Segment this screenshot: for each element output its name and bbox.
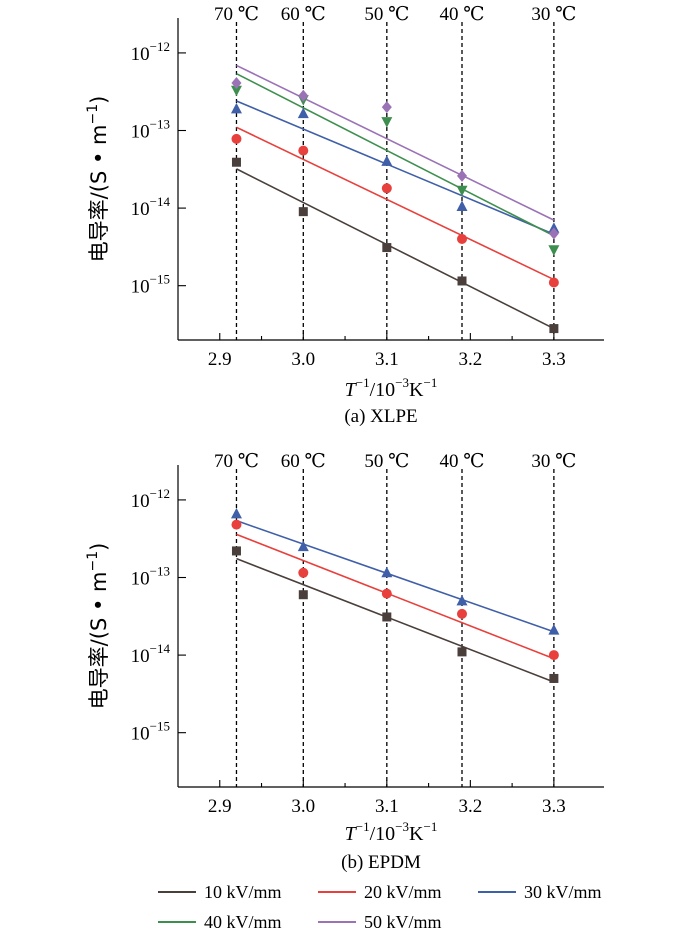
fit-line	[236, 168, 555, 330]
data-point	[456, 185, 468, 197]
fit-line	[236, 64, 555, 221]
panel-caption: (a) XLPE	[344, 406, 417, 427]
data-point	[548, 222, 560, 233]
data-point	[548, 277, 559, 288]
data-point	[381, 183, 392, 194]
data-point	[548, 227, 559, 240]
x-tick-label: 3.3	[542, 796, 566, 817]
temperature-label: 50 ℃	[364, 4, 409, 25]
legend: 10 kV/mm 20 kV/mm 30 kV/mm 40 kV/mm 50 kV/mm	[158, 882, 602, 932]
x-tick-label: 2.9	[208, 349, 232, 370]
temperature-label: 40 ℃	[439, 4, 484, 25]
data-point	[381, 588, 392, 599]
y-tick-label: 10−13	[131, 117, 170, 143]
data-point	[298, 567, 309, 578]
x-tick-label: 3.2	[458, 796, 482, 817]
data-point	[548, 245, 560, 256]
y-tick-label: 10−15	[131, 272, 170, 298]
data-point	[382, 612, 392, 622]
data-point	[457, 647, 467, 657]
temperature-label: 70 ℃	[214, 451, 259, 472]
x-tick-label: 3.0	[291, 349, 315, 370]
data-point	[230, 102, 242, 114]
fit-line	[236, 533, 555, 660]
data-point	[298, 207, 308, 217]
fit-line	[236, 72, 555, 237]
y-axis-label: 电导率/(S • m−1)	[85, 96, 111, 263]
data-point	[457, 276, 467, 286]
data-point	[456, 594, 468, 606]
chart-panel-xlpe: 2.9 3.0 3.1 3.2 3.3 10−12 10−13 10−14 10−15 70 ℃ 6…	[85, 4, 604, 427]
panel-caption: (b) EPDM	[341, 852, 421, 873]
data-point	[457, 169, 467, 182]
data-point	[231, 546, 241, 556]
x-tick-label: 3.0	[291, 796, 315, 817]
data-point	[231, 157, 241, 167]
data-point	[230, 507, 242, 519]
chart-panel-epdm: 2.9 3.0 3.1 3.2 3.3 10−12 10−13 10−14 10−15 70 ℃ 6…	[85, 451, 604, 873]
legend-label: 10 kV/mm	[204, 882, 282, 902]
temperature-label: 70 ℃	[214, 4, 259, 25]
data-point	[548, 650, 559, 661]
legend-label: 40 kV/mm	[204, 912, 282, 932]
legend-label: 30 kV/mm	[524, 882, 602, 902]
temperature-label: 60 ℃	[281, 4, 326, 25]
x-tick-label: 3.1	[375, 349, 399, 370]
fit-line	[236, 100, 555, 236]
y-tick-label: 10−13	[131, 564, 170, 590]
data-point	[230, 85, 242, 97]
data-point	[298, 145, 309, 156]
temperature-label: 30 ℃	[531, 4, 576, 25]
legend-label: 20 kV/mm	[364, 882, 442, 902]
fit-line	[236, 126, 555, 281]
fit-line	[236, 557, 555, 683]
data-point	[231, 519, 242, 530]
data-point	[381, 117, 393, 128]
data-point	[381, 101, 392, 114]
data-point	[231, 133, 242, 144]
temperature-label: 60 ℃	[281, 451, 326, 472]
y-tick-label: 10−14	[131, 194, 171, 220]
data-point	[381, 155, 393, 166]
x-tick-label: 3.1	[375, 796, 399, 817]
data-point	[298, 590, 308, 600]
y-tick-label: 10−15	[131, 719, 170, 745]
data-point	[549, 324, 559, 334]
x-tick-label: 3.2	[458, 349, 482, 370]
fit-line	[236, 519, 555, 633]
data-point	[549, 673, 559, 683]
data-point	[382, 243, 392, 253]
data-point	[297, 107, 309, 119]
data-point	[381, 566, 393, 578]
y-tick-label: 10−14	[131, 641, 171, 667]
temperature-label: 50 ℃	[364, 451, 409, 472]
data-point	[298, 89, 309, 102]
data-point	[456, 200, 468, 211]
x-tick-label: 2.9	[208, 796, 232, 817]
temperature-label: 30 ℃	[531, 451, 576, 472]
data-point	[231, 76, 242, 89]
x-tick-label: 3.3	[542, 349, 566, 370]
data-point	[548, 624, 560, 635]
temperature-label: 40 ℃	[439, 451, 484, 472]
y-axis-label: 电导率/(S • m−1)	[85, 543, 111, 710]
data-point	[457, 233, 467, 244]
legend-label: 50 kV/mm	[364, 912, 442, 932]
x-axis-label: T−1/10−3K−1	[345, 375, 438, 401]
data-point	[297, 540, 309, 552]
x-axis-label: T−1/10−3K−1	[345, 819, 438, 845]
y-tick-label: 10−12	[131, 486, 170, 512]
data-point	[457, 608, 467, 619]
y-tick-label: 10−12	[131, 39, 170, 65]
